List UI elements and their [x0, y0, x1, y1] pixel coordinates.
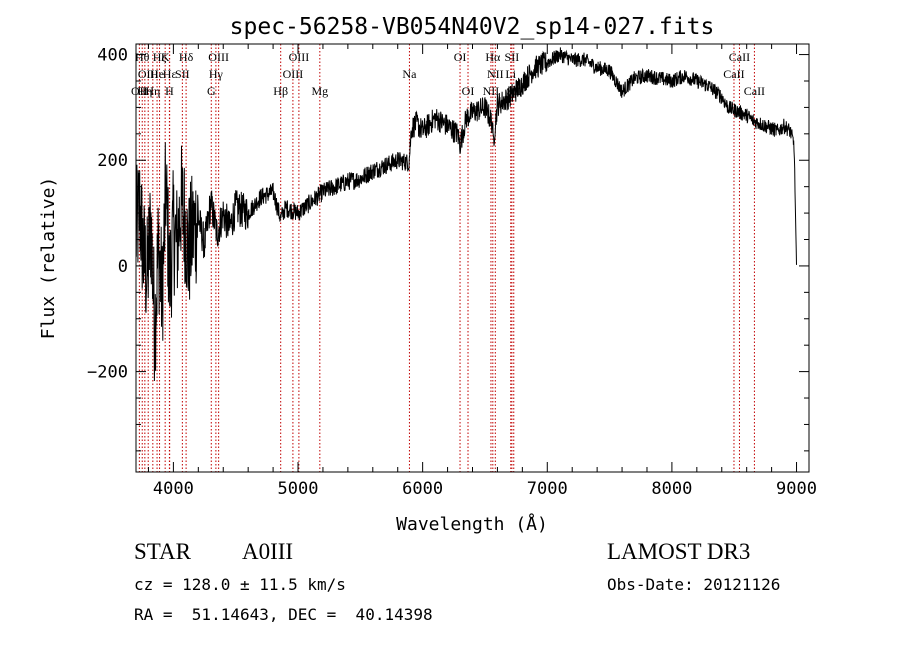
line-id-label: K	[161, 50, 170, 64]
x-axis-label: Wavelength (Å)	[396, 513, 548, 535]
line-id-label: OIII	[289, 50, 310, 64]
y-tick-label: 400	[97, 46, 128, 66]
line-id-label: CaII	[723, 67, 744, 81]
line-id-label: SII	[175, 67, 190, 81]
x-tick-label: 7000	[527, 479, 568, 499]
line-id-label: Hε	[163, 67, 177, 81]
line-id-label: G	[207, 84, 216, 98]
x-tick-label: 6000	[402, 479, 443, 499]
x-tick-label: 5000	[278, 479, 319, 499]
line-id-label: Hγ	[209, 67, 224, 81]
line-id-label: Hζ	[153, 50, 167, 64]
x-tick-label: 9000	[776, 479, 817, 499]
line-id-label: NII	[483, 84, 500, 98]
y-tick-label: −200	[87, 363, 128, 383]
line-id-labels: OIIHθHηOIIIHηHeHζKHHεSIIHδGHγOIIIHβOIIIO…	[131, 50, 765, 98]
line-id-label: Hη	[145, 84, 160, 98]
line-id-label: OIII	[283, 67, 304, 81]
x-tick-label: 8000	[651, 479, 692, 499]
line-id-label: Na	[402, 67, 417, 81]
x-tick-label: 4000	[153, 479, 194, 499]
object-class: STAR	[134, 539, 191, 564]
line-id-label: OI	[462, 84, 475, 98]
line-id-label: OIII	[138, 67, 159, 81]
line-id-label: Hθ	[135, 50, 150, 64]
line-id-label: NII	[487, 67, 504, 81]
line-id-label: He	[150, 67, 164, 81]
line-id-label: SII	[505, 50, 520, 64]
line-id-label: CaII	[729, 50, 750, 64]
y-tick-label: 200	[97, 151, 128, 171]
coordinates: RA = 51.14643, DEC = 40.14398	[134, 605, 433, 624]
line-id-label: OI	[454, 50, 467, 64]
y-tick-label: 0	[118, 257, 128, 277]
line-id-label: Mg	[311, 84, 328, 98]
line-id-label: Hδ	[179, 50, 194, 64]
line-id-label: H	[165, 84, 174, 98]
line-id-label: Hβ	[273, 84, 288, 98]
line-id-label: OII	[131, 84, 148, 98]
object-subclass: A0III	[242, 539, 294, 564]
line-id-markers	[138, 44, 755, 472]
x-axis: 4000 5000 6000 7000 8000 9000	[147, 44, 817, 499]
line-id-label: CaII	[744, 84, 765, 98]
line-id-label: SII	[506, 84, 521, 98]
line-id-label: Hα	[485, 50, 501, 64]
obs-date: Obs-Date: 20121126	[607, 575, 781, 594]
line-id-label: Hη	[137, 84, 152, 98]
line-id-label: Li	[505, 67, 516, 81]
y-axis-label: Flux (relative)	[38, 177, 59, 340]
line-id-label: OIII	[208, 50, 229, 64]
y-axis: −200 0 200 400	[87, 46, 809, 452]
survey-name: LAMOST DR3	[607, 539, 751, 564]
spectrum-line	[135, 47, 797, 382]
redshift-value: cz = 128.0 ± 11.5 km/s	[134, 575, 346, 594]
chart-title: spec-56258-VB054N40V2_sp14-027.fits	[230, 14, 715, 40]
